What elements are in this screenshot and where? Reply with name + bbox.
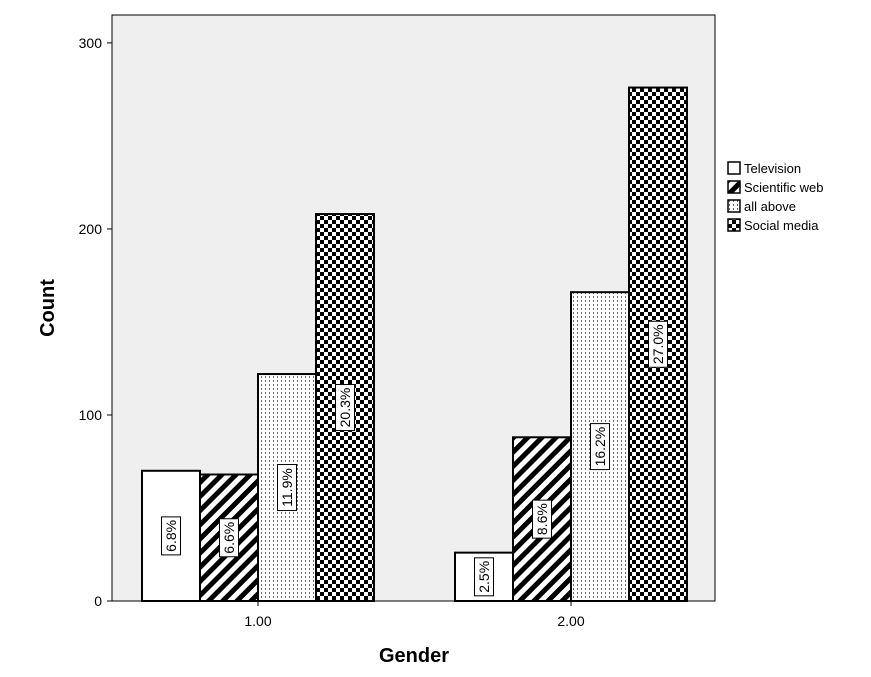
bar-labels-group: 6.8% 6.6% 11.9% 20.3% 2.5% 8.6% 16.2% 27.0% [161,320,668,597]
legend-item-scientific-web: Scientific web [727,180,823,195]
data-label-text: 16.2% [592,427,608,467]
data-label-television-2-00: 2.5% [474,557,494,597]
data-label-all-above-2-00: 16.2% [590,423,610,471]
data-label-text: 11.9% [279,468,295,507]
data-label-box [532,499,552,539]
legend-swatch [727,218,741,232]
x-tick-label: 1.00 [244,613,271,629]
data-label-box [335,384,355,432]
data-label-social-media-1-00: 20.3% [335,384,355,432]
data-label-social-media-2-00: 27.0% [648,320,668,368]
x-tick-label: 2.00 [557,613,584,629]
legend-item-all-above: all above [727,199,796,214]
data-label-text: 6.6% [221,522,237,554]
data-label-text: 6.8% [163,520,179,552]
x-axis-title: Gender [379,645,449,667]
legend-label: Social media [744,218,819,233]
data-label-text: 27.0% [650,324,666,364]
legend-item-television: Television [727,161,801,176]
data-label-box [161,516,181,556]
data-label-text: 8.6% [534,503,550,535]
data-label-television-1-00: 6.8% [161,516,181,556]
data-label-scientific-web-2-00: 8.6% [532,499,552,539]
legend-swatch [727,199,741,213]
legend: Television Scientific web all above Social … [727,161,823,233]
data-label-text: 2.5% [476,561,492,593]
data-label-box [277,464,297,512]
data-label-all-above-1-00: 11.9% [277,464,297,512]
legend-item-social-media: Social media [727,218,819,233]
data-label-box [219,518,239,558]
data-label-box [590,423,610,471]
legend-swatch [727,161,741,175]
data-label-text: 20.3% [337,388,353,428]
y-tick-label: 300 [79,35,103,51]
y-axis-title: Count [37,279,59,337]
y-tick-label: 100 [79,407,103,423]
y-axis: 0 100 200 300 [79,35,112,609]
data-label-box [648,320,668,368]
y-tick-label: 200 [79,221,103,237]
legend-label: Scientific web [744,180,823,195]
y-tick-label: 0 [94,593,102,609]
legend-swatch [727,180,741,194]
legend-label: Television [744,161,801,176]
data-label-box [474,557,494,597]
x-axis: 1.00 2.00 [244,601,585,629]
data-label-scientific-web-1-00: 6.6% [219,518,239,558]
legend-label: all above [744,199,796,214]
bar-all-above-2-00 [570,291,630,602]
